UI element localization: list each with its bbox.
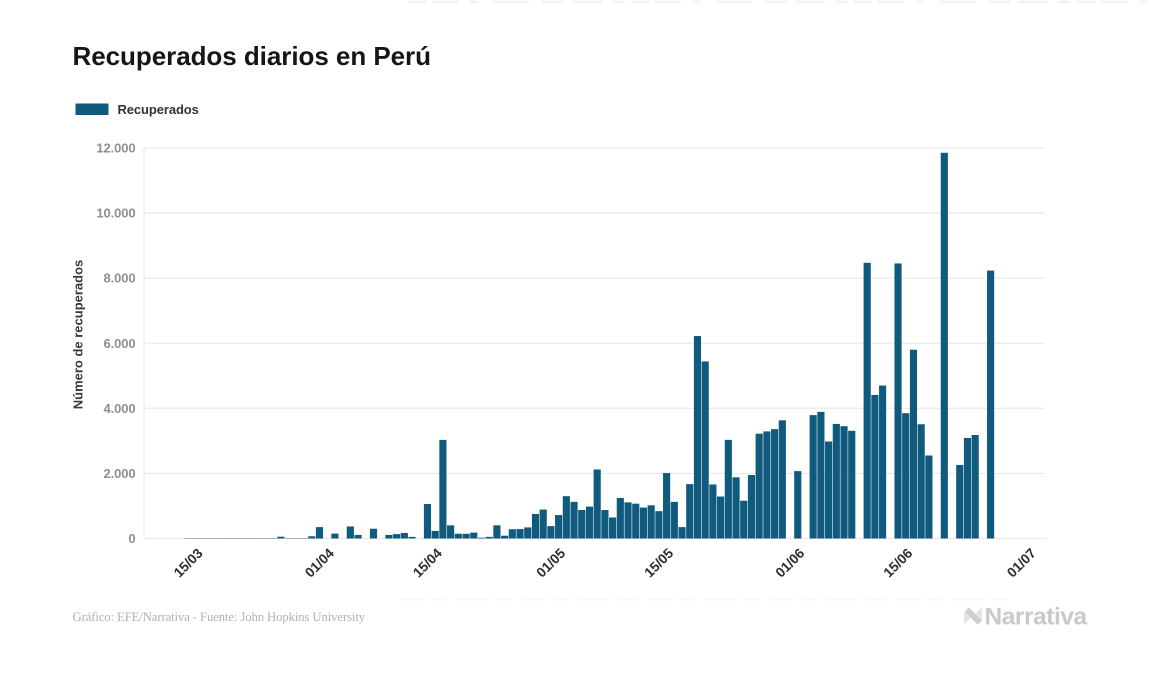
- svg-text:Recuperados: Recuperados: [118, 102, 199, 117]
- svg-text:6.000: 6.000: [103, 336, 135, 351]
- svg-text:10.000: 10.000: [96, 206, 135, 221]
- svg-text:0: 0: [128, 531, 135, 546]
- svg-text:Gráfico: EFE/Narrativa - Fuent: Gráfico: EFE/Narrativa - Fuente: John Ho…: [73, 610, 366, 624]
- svg-text:2.000: 2.000: [103, 466, 135, 481]
- svg-text:Recuperados diarios en Perú: Recuperados diarios en Perú: [73, 41, 431, 71]
- svg-text:4.000: 4.000: [103, 401, 135, 416]
- svg-text:Narrativa: Narrativa: [985, 604, 1088, 631]
- svg-text:Número de recuperados: Número de recuperados: [71, 260, 86, 410]
- svg-text:8.000: 8.000: [103, 271, 135, 286]
- svg-text:12.000: 12.000: [96, 141, 135, 156]
